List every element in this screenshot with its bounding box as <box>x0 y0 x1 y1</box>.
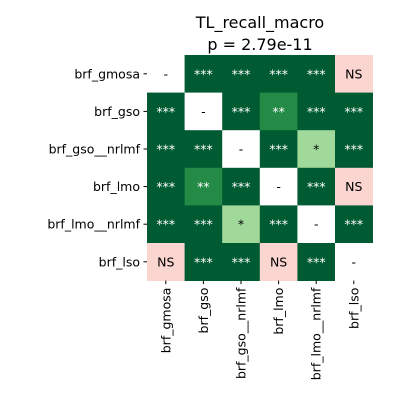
heatmap-cell-brf-gso-nrlmf-vs-brf-lmo-nrlmf <box>297 130 336 169</box>
heatmap-cell-label: *** <box>269 66 288 81</box>
column-label-brf-gso: brf_gso <box>196 288 211 334</box>
heatmap-cell-label: * <box>313 142 319 157</box>
heatmap-cell-brf-lso-vs-brf-gso-nrlmf <box>222 243 261 281</box>
heatmap-cell-label: *** <box>307 254 326 269</box>
heatmap-cell-brf-gso-nrlmf-vs-brf-lmo <box>259 130 298 169</box>
heatmap-cell-brf-gso-vs-brf-lmo <box>259 92 298 131</box>
heatmap-cell-brf-lmo-vs-brf-lso <box>335 167 373 206</box>
heatmap-cell-brf-lmo-nrlmf-vs-brf-gso <box>184 205 223 244</box>
heatmap-cell-label: *** <box>307 66 326 81</box>
chart-subtitle: p = 2.79e-11 <box>207 35 312 54</box>
heatmap-cell-label: - <box>276 179 281 194</box>
heatmap-cell-brf-lso-vs-brf-lmo <box>259 243 298 281</box>
heatmap-cell-label: - <box>164 66 169 81</box>
heatmap-cell-brf-gmosa-vs-brf-gso-nrlmf <box>222 55 261 93</box>
heatmap-cell-brf-gso-vs-brf-lmo-nrlmf <box>297 92 336 131</box>
heatmap-cell-label: NS <box>345 66 362 81</box>
row-label-brf-gso: brf_gso <box>94 104 140 119</box>
heatmap-cell-label: - <box>201 104 206 119</box>
heatmap-cell-label: *** <box>232 254 251 269</box>
heatmap-cell-label: *** <box>344 104 363 119</box>
heatmap-cell-label: NS <box>270 254 287 269</box>
heatmap-cell-label: - <box>239 142 244 157</box>
heatmap-cell-brf-gmosa-vs-brf-lso <box>335 55 373 93</box>
heatmap-cell-brf-lmo-vs-brf-gmosa <box>147 167 185 206</box>
heatmap-cell-brf-lmo-nrlmf-vs-brf-lso <box>335 205 373 244</box>
heatmap-cell-brf-gso-nrlmf-vs-brf-gso-nrlmf <box>222 130 261 169</box>
heatmap-cell-label: ** <box>272 104 285 119</box>
heatmap-cell-label: *** <box>344 142 363 157</box>
column-label-brf-lmo-nrlmf: brf_lmo__nrlmf <box>309 287 324 380</box>
heatmap-cell-brf-gso-vs-brf-gso <box>184 92 223 131</box>
heatmap-cell-label: *** <box>344 217 363 232</box>
heatmap-cell-brf-gmosa-vs-brf-lmo <box>259 55 298 93</box>
heatmap-cell-label: *** <box>194 254 213 269</box>
heatmap-cell-brf-gmosa-vs-brf-lmo-nrlmf <box>297 55 336 93</box>
heatmap-cell-label: *** <box>156 104 175 119</box>
heatmap-cell-brf-lmo-nrlmf-vs-brf-gmosa <box>147 205 185 244</box>
heatmap-cell-label: *** <box>232 66 251 81</box>
heatmap-cell-label: *** <box>269 217 288 232</box>
column-label-brf-gmosa: brf_gmosa <box>158 288 173 354</box>
heatmap-cell-label: *** <box>156 217 175 232</box>
heatmap-cell-brf-lmo-nrlmf-vs-brf-gso-nrlmf <box>222 205 261 244</box>
heatmap-cell-label: *** <box>194 66 213 81</box>
heatmap-cell-label: *** <box>194 217 213 232</box>
heatmap-cell-brf-gso-vs-brf-lso <box>335 92 373 131</box>
heatmap-cell-brf-lmo-vs-brf-gso-nrlmf <box>222 167 261 206</box>
heatmap-cell-brf-lso-vs-brf-gso <box>184 243 223 281</box>
heatmap-cell-brf-lmo-nrlmf-vs-brf-lmo-nrlmf <box>297 205 336 244</box>
heatmap-cells: - *** *** *** *** NS*** - *** ** *** ****** *** - ***… <box>147 55 373 281</box>
heatmap-cell-brf-lmo-vs-brf-lmo-nrlmf <box>297 167 336 206</box>
row-label-brf-lmo-nrlmf: brf_lmo__nrlmf <box>47 217 140 232</box>
heatmap-cell-label: NS <box>345 179 362 194</box>
heatmap-cell-label: ** <box>197 179 210 194</box>
heatmap-cell-label: *** <box>156 142 175 157</box>
row-label-brf-lso: brf_lso <box>99 254 140 269</box>
row-label-brf-lmo: brf_lmo <box>93 179 140 194</box>
column-label-brf-lso: brf_lso <box>346 288 361 329</box>
heatmap-cell-brf-lmo-nrlmf-vs-brf-lmo <box>259 205 298 244</box>
heatmap-cell-brf-gso-nrlmf-vs-brf-lso <box>335 130 373 169</box>
heatmap-cell-label: * <box>238 217 244 232</box>
heatmap-cell-brf-gmosa-vs-brf-gmosa <box>147 55 185 93</box>
heatmap-cell-label: *** <box>194 142 213 157</box>
heatmap-cell-label: *** <box>269 142 288 157</box>
heatmap-cell-label: NS <box>157 254 174 269</box>
heatmap-cell-label: - <box>314 217 319 232</box>
heatmap-cell-brf-gso-vs-brf-gso-nrlmf <box>222 92 261 131</box>
heatmap-cell-brf-gso-nrlmf-vs-brf-gmosa <box>147 130 185 169</box>
column-label-brf-lmo: brf_lmo <box>271 288 286 335</box>
heatmap-cell-brf-lso-vs-brf-lso <box>335 243 373 281</box>
heatmap-cell-brf-lmo-vs-brf-lmo <box>259 167 298 206</box>
column-label-brf-gso-nrlmf: brf_gso__nrlmf <box>234 287 249 379</box>
heatmap-cell-label: - <box>352 254 357 269</box>
chart-title: TL_recall_macro <box>195 13 324 33</box>
heatmap-cell-brf-lso-vs-brf-gmosa <box>147 243 185 281</box>
heatmap-cell-brf-lmo-vs-brf-gso <box>184 167 223 206</box>
row-label-brf-gso-nrlmf: brf_gso__nrlmf <box>49 142 141 157</box>
row-tick-labels: brf_gmosa brf_gso brf_gso__nrlmf brf_lmobrf… <box>47 66 147 269</box>
heatmap-cell-brf-lso-vs-brf-lmo-nrlmf <box>297 243 336 281</box>
heatmap-cell-brf-gmosa-vs-brf-gso <box>184 55 223 93</box>
heatmap-cell-brf-gso-nrlmf-vs-brf-gso <box>184 130 223 169</box>
heatmap-cell-brf-gso-vs-brf-gmosa <box>147 92 185 131</box>
column-tick-labels: brf_gmosa brf_gso brf_gso__nrlmf brf_lmo brf… <box>158 280 361 380</box>
heatmap-cell-label: *** <box>232 104 251 119</box>
heatmap-cell-label: *** <box>307 104 326 119</box>
row-label-brf-gmosa: brf_gmosa <box>74 66 140 81</box>
heatmap-cell-label: *** <box>232 179 251 194</box>
heatmap-cell-label: *** <box>156 179 175 194</box>
heatmap-cell-label: *** <box>307 179 326 194</box>
